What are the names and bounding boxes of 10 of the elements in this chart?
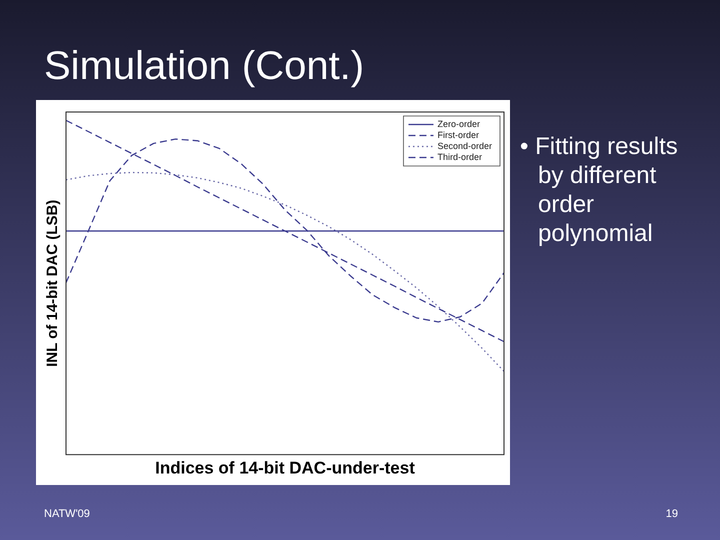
legend-label: First-order	[437, 130, 479, 140]
text: 19	[666, 508, 678, 520]
text: • Fitting results by different order polynomial	[520, 132, 679, 248]
legend-label: Second-order	[437, 140, 492, 151]
y-axis-title: INL of 14-bit DAC (LSB)	[44, 200, 62, 367]
x-axis-title: Indices of 14-bit DAC-under-test	[155, 458, 416, 478]
text: NATW'09	[44, 508, 90, 520]
legend-label: Third-order	[437, 152, 482, 162]
chart-title: Simulation (Cont.)	[44, 44, 364, 89]
legend-label: Zero-order	[437, 118, 480, 129]
